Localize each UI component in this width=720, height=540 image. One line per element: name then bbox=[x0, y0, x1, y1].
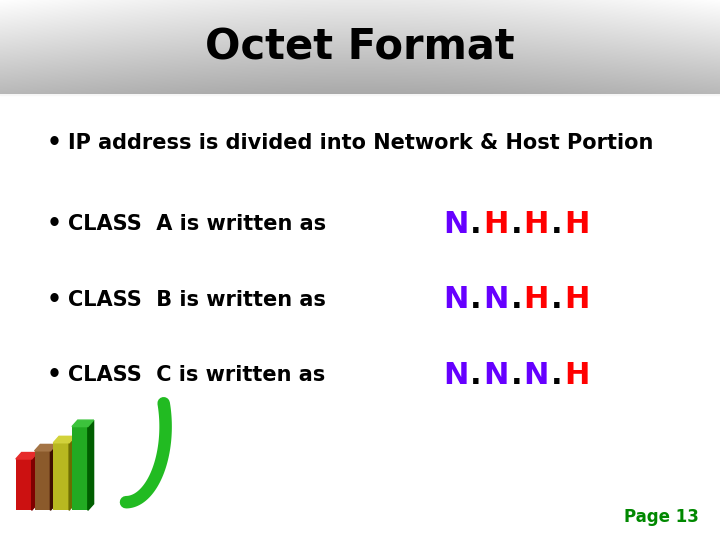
Text: .: . bbox=[470, 210, 482, 239]
Text: IP address is divided into Network & Host Portion: IP address is divided into Network & Hos… bbox=[68, 133, 654, 153]
Text: H: H bbox=[564, 361, 589, 390]
Text: H: H bbox=[564, 285, 589, 314]
Polygon shape bbox=[72, 420, 94, 427]
Polygon shape bbox=[50, 444, 56, 510]
Text: .: . bbox=[551, 285, 562, 314]
Text: N: N bbox=[483, 285, 508, 314]
Text: .: . bbox=[510, 285, 522, 314]
Polygon shape bbox=[32, 453, 37, 510]
Text: CLASS  A is written as: CLASS A is written as bbox=[68, 214, 327, 234]
Text: •: • bbox=[47, 131, 61, 155]
Text: H: H bbox=[523, 285, 549, 314]
Text: H: H bbox=[523, 210, 549, 239]
Text: N: N bbox=[443, 285, 468, 314]
FancyBboxPatch shape bbox=[35, 451, 50, 510]
Text: N: N bbox=[443, 210, 468, 239]
Text: .: . bbox=[510, 361, 522, 390]
Text: •: • bbox=[47, 288, 61, 312]
Text: .: . bbox=[470, 361, 482, 390]
Text: .: . bbox=[510, 210, 522, 239]
Text: H: H bbox=[483, 210, 508, 239]
FancyBboxPatch shape bbox=[53, 443, 69, 510]
Text: Octet Format: Octet Format bbox=[205, 26, 515, 68]
Text: CLASS  B is written as: CLASS B is written as bbox=[68, 289, 326, 310]
Text: .: . bbox=[470, 285, 482, 314]
Polygon shape bbox=[35, 444, 56, 451]
Polygon shape bbox=[53, 436, 75, 443]
Text: •: • bbox=[47, 363, 61, 387]
Text: Page 13: Page 13 bbox=[624, 509, 698, 526]
Text: .: . bbox=[551, 210, 562, 239]
Polygon shape bbox=[16, 453, 37, 459]
Text: H: H bbox=[564, 210, 589, 239]
Polygon shape bbox=[69, 436, 75, 510]
Polygon shape bbox=[88, 420, 94, 510]
Text: •: • bbox=[47, 212, 61, 236]
Text: CLASS  C is written as: CLASS C is written as bbox=[68, 365, 325, 386]
FancyBboxPatch shape bbox=[16, 459, 32, 510]
Text: .: . bbox=[551, 361, 562, 390]
Text: N: N bbox=[523, 361, 549, 390]
FancyBboxPatch shape bbox=[72, 427, 88, 510]
Text: N: N bbox=[483, 361, 508, 390]
Text: N: N bbox=[443, 361, 468, 390]
